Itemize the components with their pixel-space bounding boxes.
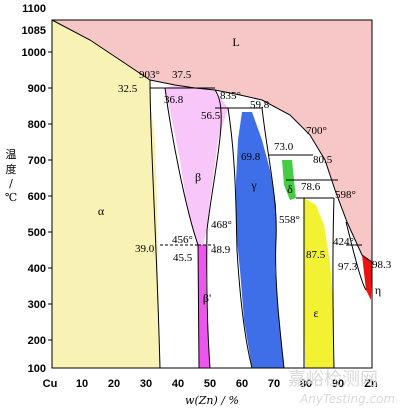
point-label: 98.3 xyxy=(372,259,392,271)
point-label: 73.0 xyxy=(274,141,294,153)
y-title-char: 度 xyxy=(6,162,17,176)
plot-frame xyxy=(51,19,373,369)
eta-region xyxy=(362,255,372,300)
point-label: 700° xyxy=(306,125,327,137)
watermark-cn: 嘉峪检测网 xyxy=(288,369,378,390)
phase-label-beta-prime: β' xyxy=(203,291,211,305)
point-label: 37.5 xyxy=(172,69,192,81)
phase-label-liquid: L xyxy=(232,35,239,49)
x-tick-label: 70 xyxy=(268,378,280,390)
y-tick-label: 300 xyxy=(28,299,46,311)
beta-region xyxy=(165,85,228,245)
x-tick-label: 90 xyxy=(332,378,344,390)
liquid-region xyxy=(52,20,372,262)
x-tick-label: Cu xyxy=(43,378,58,390)
x-axis-title: w(Zn) / % xyxy=(185,394,239,407)
point-label: 39.0 xyxy=(135,243,155,255)
phase-label-delta: δ xyxy=(287,182,293,196)
point-label: 97.3 xyxy=(338,261,358,273)
alpha-region xyxy=(52,20,160,368)
point-label: 903° xyxy=(139,69,160,81)
liquidus-line xyxy=(51,19,373,263)
phase-label-eta: η xyxy=(375,283,381,297)
y-tick-label: 600 xyxy=(28,191,46,203)
y-axis: 1100 1085 1000 900 800 700 600 500 400 3… xyxy=(22,3,52,375)
point-label: 424° xyxy=(333,236,354,248)
point-label: 835° xyxy=(220,90,241,102)
phase-label-gamma: γ xyxy=(250,178,257,192)
point-label: 48.9 xyxy=(211,244,231,256)
point-label: 78.6 xyxy=(301,181,321,193)
phase-label-epsilon: ε xyxy=(313,306,318,320)
y-title-char: 温 xyxy=(6,148,17,161)
y-tick-label: 700 xyxy=(28,155,46,167)
y-title-char: / xyxy=(9,177,13,190)
point-label: 598° xyxy=(335,189,356,201)
point-label: 456° xyxy=(172,234,193,246)
watermark-en: AnyTesting.com xyxy=(299,392,395,406)
point-label: 69.8 xyxy=(241,151,261,163)
phase-label-beta: β xyxy=(195,170,201,184)
point-label: 87.5 xyxy=(306,249,326,261)
x-tick-label: 50 xyxy=(204,378,216,390)
phase-label-alpha: α xyxy=(98,204,105,218)
y-tick-label: 100 xyxy=(28,363,46,375)
x-tick-label: 20 xyxy=(108,378,120,390)
x-tick-label: 80 xyxy=(300,378,312,390)
x-tick-label: Zn xyxy=(364,378,378,390)
y-axis-title: 温 度 / ℃ xyxy=(5,148,17,204)
x-tick-label: 60 xyxy=(236,378,248,390)
boundary-lines xyxy=(149,79,367,369)
beta-prime-region xyxy=(198,245,210,368)
y-tick-label: 1085 xyxy=(22,25,46,37)
x-tick-label: 10 xyxy=(76,378,88,390)
y-title-char: ℃ xyxy=(5,191,17,204)
x-tick-label: 30 xyxy=(140,378,152,390)
gamma-region xyxy=(236,112,284,368)
epsilon-region xyxy=(304,198,334,368)
point-label: 45.5 xyxy=(173,252,193,264)
y-tick-label: 1100 xyxy=(22,3,46,15)
y-tick-label: 900 xyxy=(28,83,46,95)
point-label: 36.8 xyxy=(164,94,184,106)
point-label: 56.5 xyxy=(201,110,221,122)
y-tick-label: 800 xyxy=(28,119,46,131)
point-label: 468° xyxy=(211,219,232,231)
point-label: 32.5 xyxy=(118,83,138,95)
x-tick-label: 40 xyxy=(172,378,184,390)
y-tick-label: 200 xyxy=(28,335,46,347)
y-tick-label: 400 xyxy=(28,263,46,275)
y-tick-label: 1000 xyxy=(22,47,46,59)
point-label: 80.5 xyxy=(313,154,333,166)
x-axis: Cu 10 20 30 40 50 60 70 80 90 Zn xyxy=(43,378,378,390)
y-tick-label: 500 xyxy=(28,227,46,239)
point-label: 59.8 xyxy=(250,99,270,111)
point-label: 558° xyxy=(279,214,300,226)
